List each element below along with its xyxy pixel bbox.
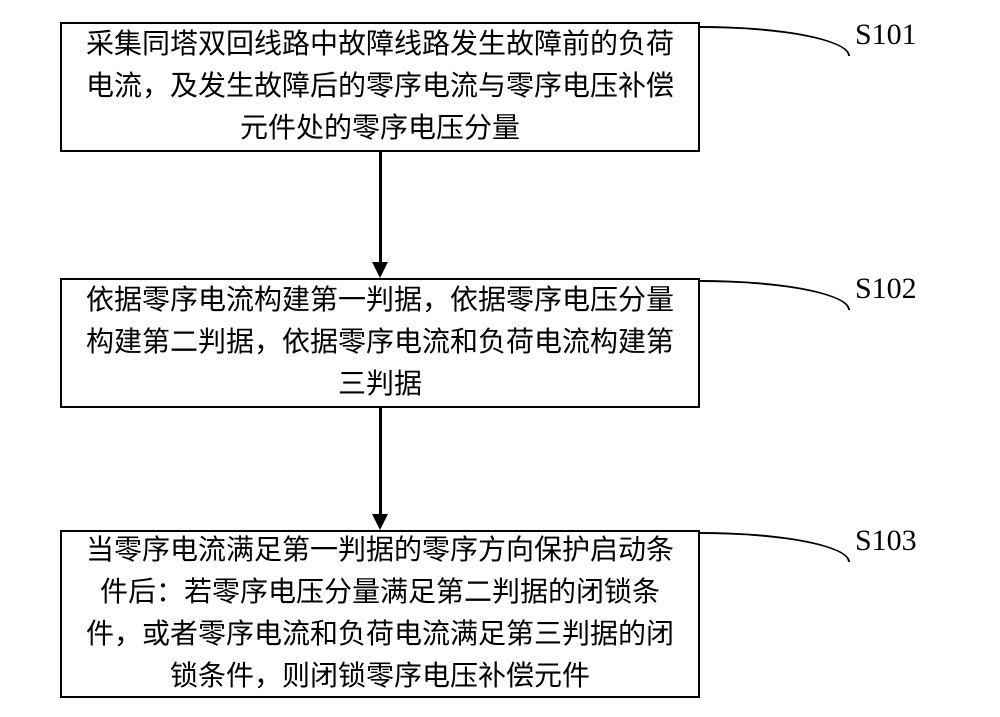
step-s102-label: S102 bbox=[855, 272, 917, 306]
step-s101-box: 采集同塔双回线路中故障线路发生故障前的负荷电流，及发生故障后的零序电流与零序电压… bbox=[60, 22, 700, 152]
connector-curve-s103 bbox=[700, 532, 850, 562]
arrow-head-icon bbox=[372, 262, 388, 278]
step-s101-text: 采集同塔双回线路中故障线路发生故障前的负荷电流，及发生故障后的零序电流与零序电压… bbox=[82, 24, 678, 150]
step-s102-box: 依据零序电流构建第一判据，依据零序电压分量构建第二判据，依据零序电流和负荷电流构… bbox=[60, 278, 700, 408]
connector-curve-s101 bbox=[700, 26, 850, 56]
connector-curve-s102 bbox=[700, 280, 850, 310]
arrow-s102-to-s103 bbox=[379, 408, 382, 514]
arrow-head-icon bbox=[372, 514, 388, 530]
step-s101-label: S101 bbox=[855, 18, 917, 52]
arrow-s101-to-s102 bbox=[379, 152, 382, 262]
step-s102-text: 依据零序电流构建第一判据，依据零序电压分量构建第二判据，依据零序电流和负荷电流构… bbox=[82, 280, 678, 406]
step-s103-label: S103 bbox=[855, 524, 917, 558]
flowchart-canvas: 采集同塔双回线路中故障线路发生故障前的负荷电流，及发生故障后的零序电流与零序电压… bbox=[0, 0, 1000, 717]
step-s103-text: 当零序电流满足第一判据的零序方向保护启动条件后：若零序电压分量满足第二判据的闭锁… bbox=[82, 530, 678, 698]
step-s103-box: 当零序电流满足第一判据的零序方向保护启动条件后：若零序电压分量满足第二判据的闭锁… bbox=[60, 530, 700, 698]
